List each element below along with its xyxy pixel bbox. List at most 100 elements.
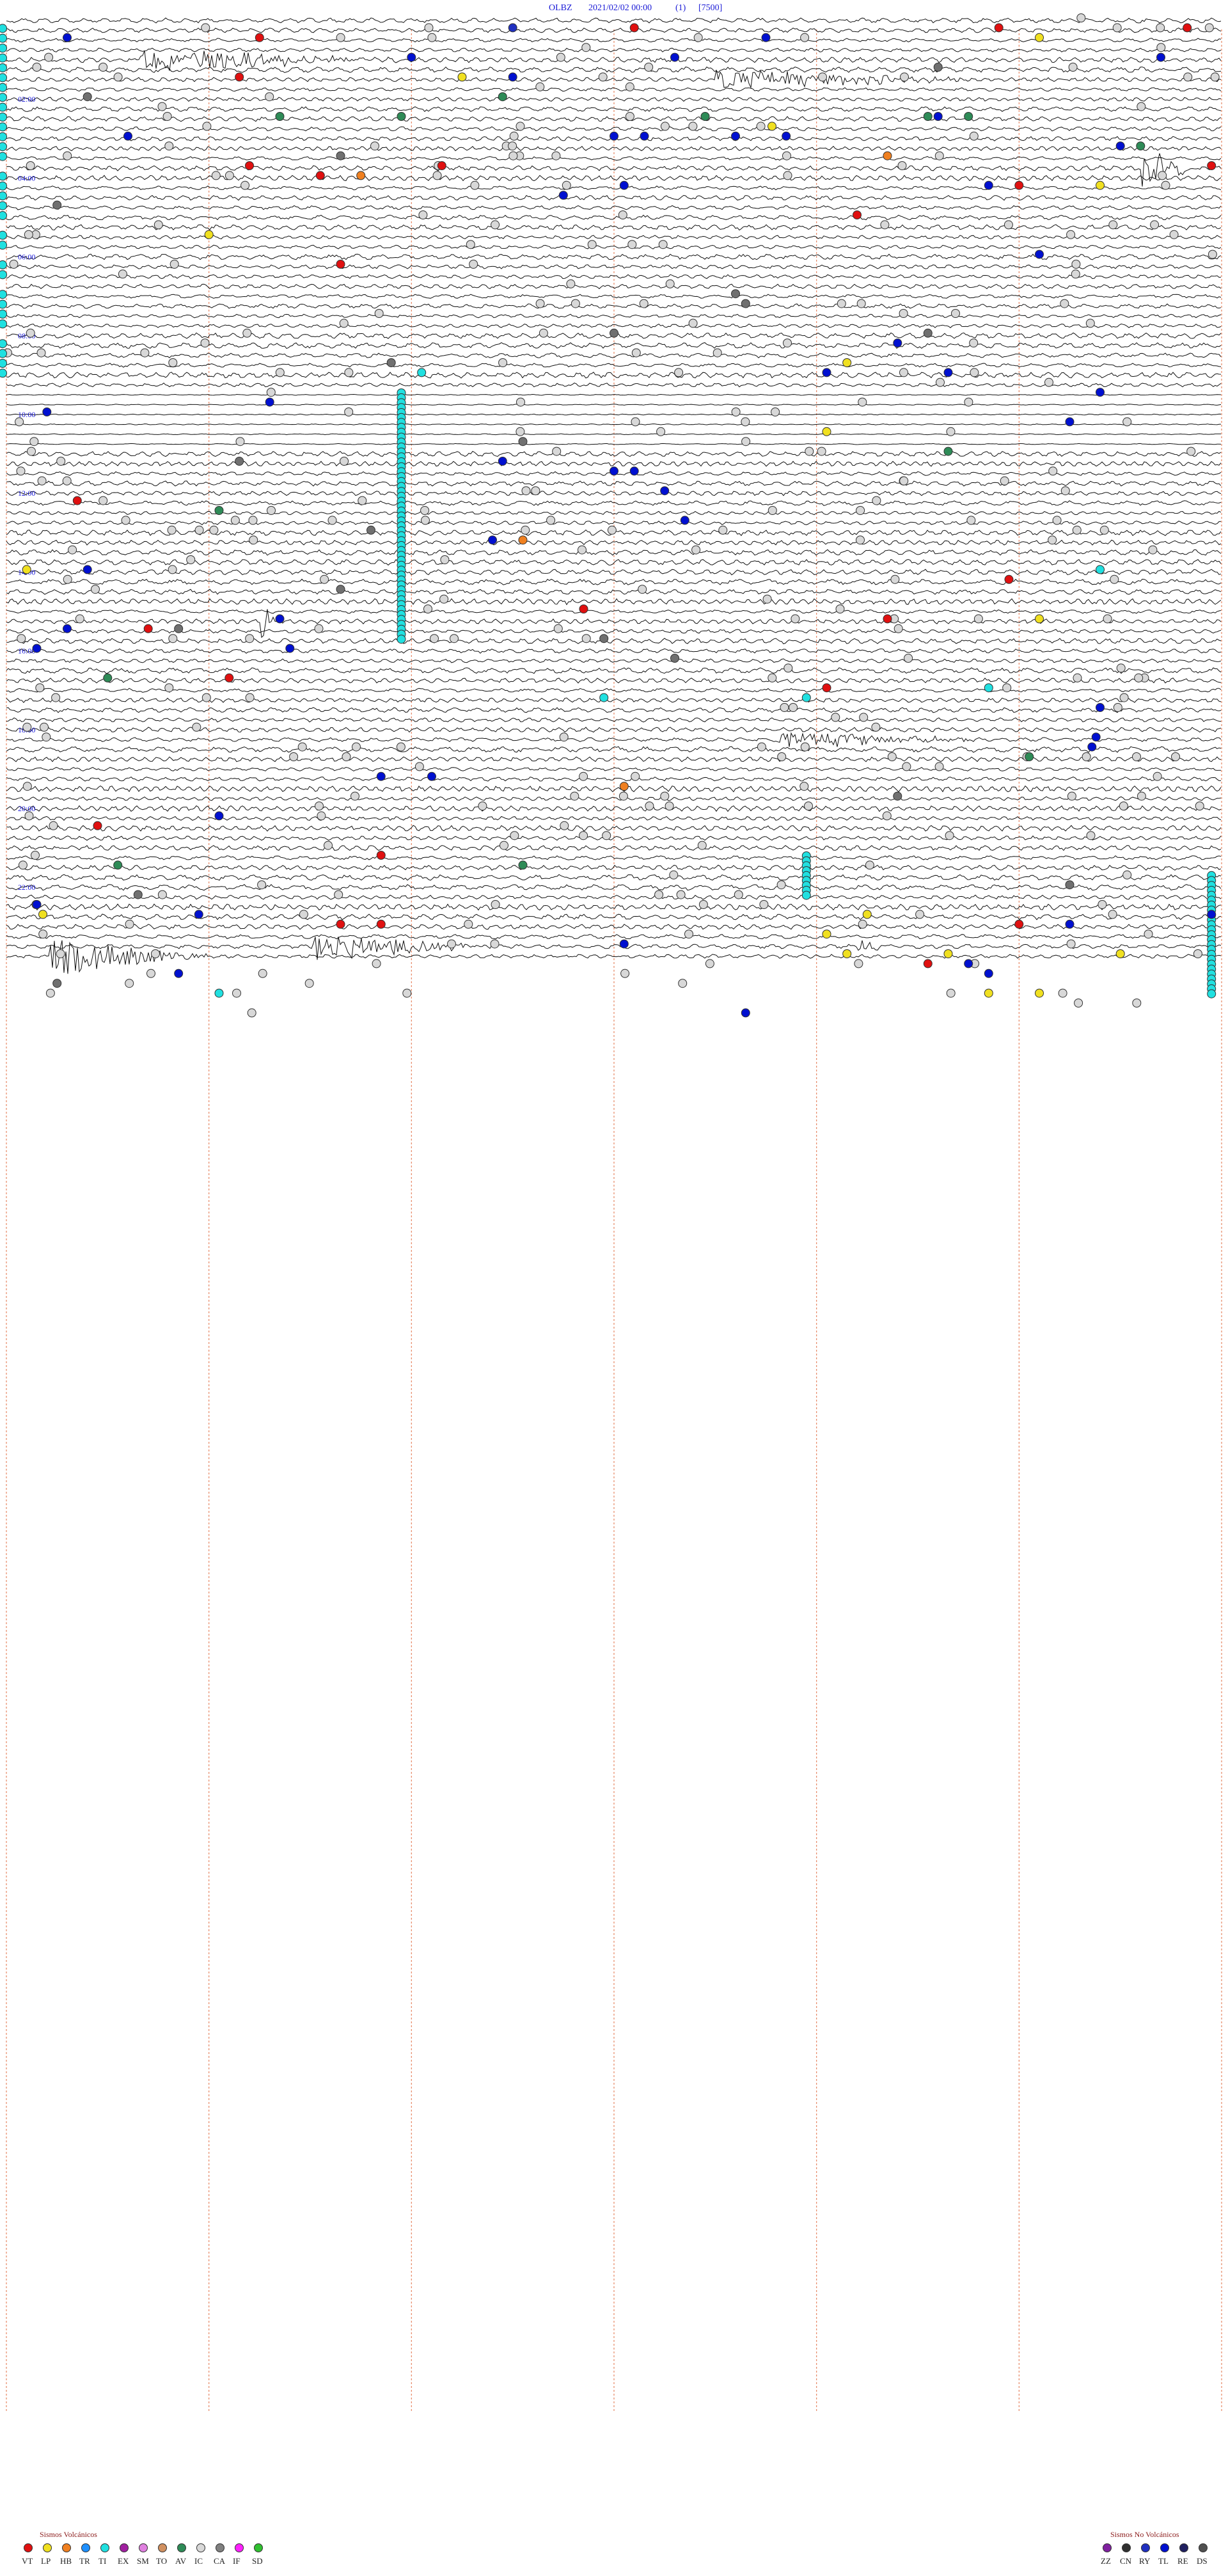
marker-ic-58 <box>1086 831 1096 841</box>
marker-ic-315 <box>535 82 545 91</box>
legend-code-ti: TI <box>98 2556 106 2566</box>
marker-ic-17 <box>934 151 944 161</box>
marker-ic-307 <box>805 446 814 456</box>
trace-21 <box>6 224 1222 231</box>
marker-vt-107 <box>93 821 102 830</box>
trace-82 <box>6 825 1222 832</box>
trace-73 <box>6 732 1222 747</box>
trace-85 <box>6 855 1222 860</box>
marker-ic-122 <box>607 525 617 535</box>
marker-lp-84 <box>1035 614 1044 624</box>
marker-ic-143 <box>297 742 307 752</box>
marker-ic-300 <box>969 338 979 348</box>
marker-ic-244 <box>344 407 354 416</box>
marker-ic-25 <box>24 811 34 821</box>
marker-ic-248 <box>230 516 240 525</box>
marker-ic-163 <box>551 151 561 161</box>
start-datetime: 2021/02/02 00:00 <box>588 3 652 13</box>
trace-71 <box>6 717 1222 723</box>
marker-ic-64 <box>314 624 324 633</box>
marker-ic-242 <box>964 397 973 407</box>
marker-ic-314 <box>859 713 869 722</box>
marker-ic-14 <box>654 890 664 899</box>
marker-ic-71 <box>581 634 591 644</box>
trace-19 <box>6 205 1222 210</box>
marker-ic-281 <box>771 407 780 416</box>
marker-ic-61 <box>211 171 221 180</box>
marker-tl-65 <box>498 457 507 466</box>
marker-ic-94 <box>121 516 130 525</box>
marker-ic-301 <box>320 574 329 584</box>
marker-lp-41 <box>1096 180 1105 190</box>
marker-ic-223 <box>552 446 562 456</box>
marker-ic-297 <box>1186 446 1196 456</box>
marker-ic-19 <box>691 545 701 555</box>
marker-ca-105 <box>893 791 902 801</box>
marker-ic-16 <box>904 654 913 663</box>
trace-47 <box>6 480 1222 487</box>
marker-ic-322 <box>339 319 349 328</box>
marker-ic-212 <box>837 299 846 308</box>
marker-ic-57 <box>1004 220 1013 230</box>
marker-ic-21 <box>168 565 177 574</box>
marker-ic-145 <box>645 802 654 810</box>
trace-24 <box>6 253 1222 260</box>
marker-ic-59 <box>75 614 84 624</box>
marker-ic-192 <box>1098 900 1107 909</box>
marker-tl-72 <box>680 516 689 525</box>
marker-ic-206 <box>893 624 903 633</box>
marker-ic-181 <box>1108 910 1117 919</box>
marker-ic-325 <box>1076 13 1086 22</box>
hour-labels: 02:0004:0006:0008:0010:0012:0014:0016:00… <box>18 95 35 892</box>
marker-ca-73 <box>366 525 375 535</box>
marker-vt-36 <box>315 171 325 180</box>
marker-ca-49 <box>741 299 750 308</box>
marker-ic-321 <box>245 634 255 644</box>
marker-tl-56 <box>822 368 831 377</box>
marker-ic-91 <box>38 929 48 939</box>
marker-ic-232 <box>705 959 714 968</box>
trace-2 <box>6 38 1222 43</box>
marker-left-21 <box>0 260 7 269</box>
marker-ic-256 <box>516 427 525 436</box>
marker-ic-312 <box>1085 319 1095 328</box>
marker-ic-170 <box>1195 802 1204 810</box>
marker-ic-150 <box>945 831 954 841</box>
trace-34 <box>6 352 1222 358</box>
trace-40 <box>6 413 1222 416</box>
marker-lp-76 <box>22 565 31 574</box>
marker-ic-102 <box>639 299 649 308</box>
marker-ic-27 <box>858 919 867 929</box>
marker-ic-29 <box>581 43 591 52</box>
marker-ic-141 <box>777 752 787 761</box>
marker-ic-286 <box>579 831 588 841</box>
marker-av-21 <box>964 112 973 121</box>
marker-ic-33 <box>741 437 751 446</box>
marker-ic-74 <box>289 752 299 761</box>
marker-ic-39 <box>757 742 766 752</box>
marker-ic-237 <box>427 33 437 42</box>
trace-38 <box>6 393 1222 396</box>
marker-ic-282 <box>516 122 525 131</box>
trace-30 <box>6 313 1222 319</box>
marker-ic-1 <box>1052 516 1062 525</box>
marker-ic-54 <box>45 988 55 998</box>
marker-ic-161 <box>553 624 563 633</box>
marker-ic-40 <box>539 328 548 338</box>
trace-75 <box>6 756 1222 763</box>
marker-ic-42 <box>62 476 72 486</box>
marker-ic-316 <box>531 486 540 496</box>
marker-lp-124 <box>842 949 852 958</box>
marker-ic-4 <box>1116 663 1126 673</box>
marker-ic-257 <box>660 122 670 131</box>
marker-ic-295 <box>1060 486 1070 496</box>
legend-code-re: RE <box>1177 2556 1188 2566</box>
marker-vt-79 <box>1004 574 1014 584</box>
marker-ic-234 <box>17 634 26 644</box>
trace-54 <box>6 549 1222 556</box>
marker-ic-77 <box>201 693 211 702</box>
marker-ic-173 <box>899 476 909 486</box>
marker-ic-119 <box>688 319 698 328</box>
marker-ic-284 <box>1067 791 1076 801</box>
